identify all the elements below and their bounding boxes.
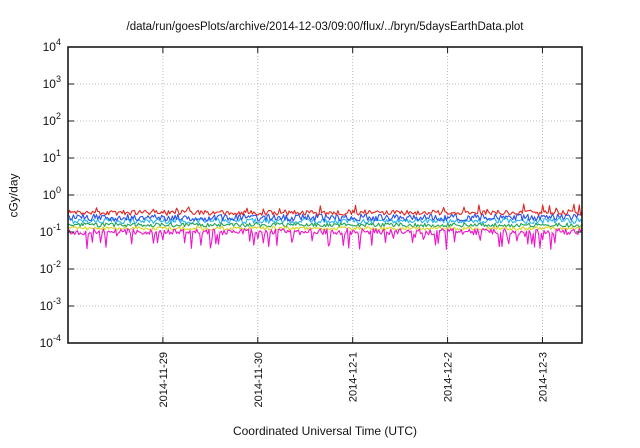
y-tick-labels: 104 103 102 101 100 10-1 10-2 10-3 10-4 [40,37,61,350]
y-tick-label: 102 [43,111,61,128]
plot-frame [67,46,583,344]
series-green-channel-line [68,222,582,228]
y-tick-label: 104 [43,37,61,54]
y-tick-label: 10-1 [40,222,61,239]
y-tick-label: 10-2 [40,259,61,276]
series-yellow-channel-line [68,226,582,231]
x-tick-label: 2014-11-30 [253,352,265,407]
y-tick-label: 101 [43,148,61,165]
y-tick-label: 10-4 [40,333,61,350]
tick-marks [68,47,582,343]
x-tick-label: 2014-11-29 [158,352,170,407]
plot-title: /data/run/goesPlots/archive/2014-12-03/0… [126,21,524,33]
x-tick-label: 2014-12-1 [348,352,360,402]
series-magenta-channel-line [68,228,582,250]
x-tick-label: 2014-12-2 [443,352,455,402]
x-axis-label: Coordinated Universal Time (UTC) [232,424,418,438]
gridlines [68,47,582,343]
x-tick-label: 2014-12-3 [537,352,549,402]
series-cyan-channel-line [68,217,582,225]
series-blue-channel-line [68,213,582,222]
data-traces [68,203,582,250]
y-tick-label: 100 [43,185,61,202]
y-tick-label: 103 [43,74,61,91]
series-red-channel-line [68,203,582,216]
x-tick-labels: 2014-11-29 2014-11-30 2014-12-1 2014-12-2 20… [158,352,550,407]
y-tick-label: 10-3 [40,296,61,313]
